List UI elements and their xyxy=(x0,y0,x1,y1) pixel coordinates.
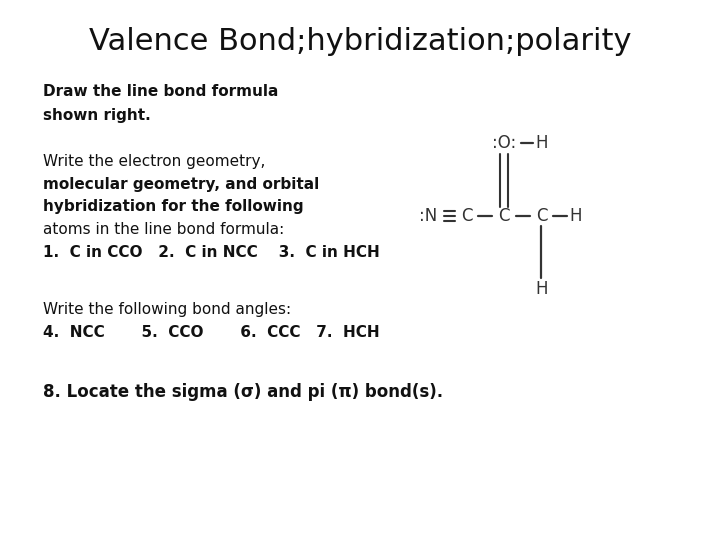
Text: C: C xyxy=(461,207,472,225)
Text: C: C xyxy=(536,207,547,225)
Text: Write the following bond angles:: Write the following bond angles: xyxy=(43,302,292,318)
Text: Valence Bond;hybridization;polarity: Valence Bond;hybridization;polarity xyxy=(89,27,631,56)
Text: :O:: :O: xyxy=(492,134,516,152)
Text: shown right.: shown right. xyxy=(43,108,151,123)
Text: 8. Locate the sigma (σ) and pi (π) bond(s).: 8. Locate the sigma (σ) and pi (π) bond(… xyxy=(43,383,444,401)
Text: 1.  C in CCO   2.  C in NCC    3.  C in HCH: 1. C in CCO 2. C in NCC 3. C in HCH xyxy=(43,245,380,260)
Text: molecular geometry, and orbital: molecular geometry, and orbital xyxy=(43,177,320,192)
Text: hybridization for the following: hybridization for the following xyxy=(43,199,304,214)
Text: H: H xyxy=(535,280,548,298)
Text: :N: :N xyxy=(419,207,438,225)
Text: C: C xyxy=(498,207,510,225)
Text: H: H xyxy=(535,134,548,152)
Text: atoms in the line bond formula:: atoms in the line bond formula: xyxy=(43,222,284,237)
Text: 4.  NCC       5.  CCO       6.  CCC   7.  HCH: 4. NCC 5. CCO 6. CCC 7. HCH xyxy=(43,325,380,340)
Text: Draw the line bond formula: Draw the line bond formula xyxy=(43,84,279,99)
Text: Write the electron geometry,: Write the electron geometry, xyxy=(43,154,266,169)
Text: H: H xyxy=(570,207,582,225)
